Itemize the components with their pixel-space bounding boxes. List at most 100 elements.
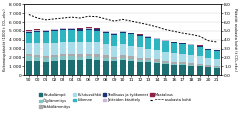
Bar (214, 67, 220, 68)
Bar (120, 58, 126, 60)
Bar (128, 46, 134, 56)
Bar (103, 44, 109, 55)
Bar (85, 42, 92, 54)
Bar (171, 62, 177, 64)
Bar (85, 28, 92, 29)
Bar (34, 57, 41, 61)
Bar (188, 55, 194, 63)
Bar (34, 61, 41, 75)
Bar (77, 28, 83, 29)
Bar (154, 63, 160, 75)
Bar (171, 65, 177, 75)
Bar (145, 37, 151, 38)
Bar (180, 64, 186, 65)
Bar (171, 53, 177, 62)
Bar (111, 61, 117, 75)
Bar (205, 58, 211, 65)
Bar (188, 45, 194, 55)
Bar (68, 42, 75, 54)
Bar (145, 36, 151, 37)
Bar (128, 61, 134, 75)
Bar (145, 38, 151, 49)
Bar (77, 29, 83, 31)
Bar (145, 49, 151, 58)
Bar (94, 60, 100, 75)
Bar (85, 54, 92, 56)
Bar (43, 56, 49, 58)
Bar (60, 60, 66, 75)
Bar (171, 43, 177, 53)
Bar (34, 30, 41, 32)
Bar (94, 29, 100, 31)
Bar (162, 52, 168, 61)
Y-axis label: Päästöt asukasta kohti (t CO₂-ekv.): Päästöt asukasta kohti (t CO₂-ekv.) (233, 8, 237, 71)
Bar (68, 60, 75, 75)
Bar (137, 36, 143, 47)
Bar (51, 29, 58, 30)
Bar (137, 58, 143, 60)
Bar (60, 42, 66, 54)
Bar (120, 44, 126, 55)
Bar (197, 45, 203, 46)
Bar (85, 56, 92, 59)
Bar (34, 43, 41, 55)
Bar (154, 50, 160, 60)
Bar (51, 57, 58, 61)
Bar (120, 33, 126, 44)
Bar (111, 33, 117, 34)
Bar (145, 58, 151, 60)
Bar (77, 31, 83, 42)
Bar (214, 51, 220, 59)
Bar (197, 47, 203, 56)
Bar (180, 54, 186, 62)
Bar (77, 60, 83, 75)
Bar (137, 47, 143, 58)
Bar (205, 50, 211, 58)
Bar (43, 58, 49, 62)
Bar (188, 63, 194, 65)
Bar (26, 33, 32, 43)
Bar (103, 58, 109, 61)
Bar (120, 60, 126, 75)
Bar (26, 32, 32, 33)
Bar (162, 41, 168, 52)
Bar (205, 65, 211, 67)
Bar (128, 33, 134, 34)
Bar (85, 59, 92, 75)
Bar (128, 34, 134, 46)
Bar (154, 60, 160, 62)
Bar (137, 62, 143, 75)
Legend: Kaukolämpö, Öljylämmitys, Sähkölämmitys, Kulutussähkö, Liikenne, Teollisuus ja t: Kaukolämpö, Öljylämmitys, Sähkölämmitys,… (39, 93, 191, 109)
Y-axis label: Kokonaispäästöt (1000 t CO₂-ekv.): Kokonaispäästöt (1000 t CO₂-ekv.) (3, 8, 7, 71)
Bar (162, 63, 168, 64)
Bar (68, 56, 75, 60)
Bar (197, 46, 203, 47)
Bar (26, 43, 32, 54)
Bar (68, 54, 75, 56)
Bar (43, 32, 49, 43)
Bar (103, 33, 109, 44)
Bar (162, 61, 168, 63)
Bar (43, 31, 49, 32)
Bar (128, 56, 134, 59)
Bar (103, 61, 109, 75)
Bar (77, 42, 83, 54)
Bar (154, 39, 160, 50)
Bar (120, 55, 126, 58)
Bar (145, 60, 151, 62)
Bar (120, 32, 126, 33)
Bar (26, 31, 32, 32)
Bar (26, 30, 32, 31)
Bar (111, 34, 117, 35)
Bar (111, 57, 117, 59)
Bar (60, 29, 66, 30)
Bar (77, 54, 83, 57)
Bar (51, 31, 58, 43)
Bar (51, 55, 58, 57)
Bar (180, 43, 186, 44)
Bar (94, 28, 100, 29)
Bar (85, 29, 92, 30)
Bar (94, 57, 100, 60)
Bar (68, 30, 75, 42)
Bar (214, 50, 220, 51)
